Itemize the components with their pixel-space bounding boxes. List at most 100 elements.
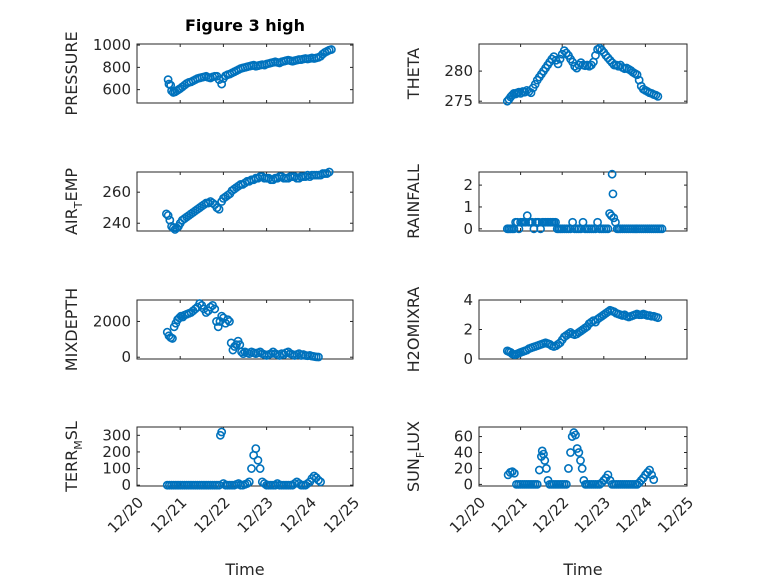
data-point <box>166 80 176 90</box>
data-point <box>314 352 323 362</box>
data-point <box>507 467 517 477</box>
data-point <box>223 315 233 325</box>
data-point <box>574 60 584 70</box>
y-tick-label: 100 <box>102 460 131 478</box>
figure-title: Figure 3 high <box>185 16 305 35</box>
data-point <box>571 430 580 440</box>
data-point <box>574 448 584 457</box>
x-axis-label: Time <box>562 560 602 579</box>
data-point <box>303 479 313 488</box>
y-axis-label: PRESSURE <box>62 31 81 115</box>
x-tick-label: 12/25 <box>654 494 697 537</box>
data-point <box>268 347 278 357</box>
data-point <box>653 313 663 323</box>
data-point <box>244 477 254 487</box>
data-point <box>213 322 223 332</box>
data-point <box>168 223 178 233</box>
y-tick-label: 1000 <box>93 36 131 54</box>
data-point <box>597 45 607 55</box>
data-point <box>632 70 642 80</box>
y-tick-label: 2 <box>463 321 473 339</box>
data-point <box>657 224 667 234</box>
data-point <box>217 427 227 437</box>
data-point <box>572 444 582 453</box>
y-tick-label: 275 <box>444 92 473 110</box>
data-point <box>636 476 646 485</box>
x-tick-label: 12/24 <box>612 494 655 537</box>
data-point <box>540 456 550 465</box>
y-axis-label: H2OMIXRA <box>404 287 423 373</box>
data-point <box>251 444 261 454</box>
data-point <box>190 304 200 314</box>
data-point <box>599 476 609 485</box>
x-tick-label: 12/22 <box>190 494 233 537</box>
data-point <box>201 308 211 317</box>
data-point <box>247 464 256 473</box>
data-point <box>206 302 215 312</box>
data-point <box>526 88 536 98</box>
y-axis-label: TERRMSL <box>62 421 85 493</box>
data-point <box>195 299 205 308</box>
data-point <box>649 475 659 485</box>
y-axis-label: AIRTEMP <box>62 168 85 235</box>
data-point <box>316 477 325 487</box>
y-tick-label: 4 <box>463 291 473 309</box>
y-tick-label: 40 <box>454 444 473 462</box>
data-point <box>225 317 234 326</box>
data-point <box>566 448 575 457</box>
data-point <box>561 480 571 489</box>
y-tick-label: 1 <box>463 198 473 216</box>
x-tick-label: 12/21 <box>147 494 190 537</box>
x-tick-label: 12/25 <box>320 494 363 537</box>
data-point <box>653 91 663 101</box>
y-tick-label: 300 <box>102 426 131 444</box>
y-axis-label: RAINFALL <box>404 164 423 239</box>
y-tick-label: 200 <box>102 443 131 461</box>
data-point <box>606 211 616 221</box>
y-tick-label: 0 <box>463 350 473 368</box>
data-point <box>163 211 173 220</box>
data-point <box>326 45 336 54</box>
data-point <box>238 349 248 359</box>
data-point <box>214 204 224 214</box>
data-point <box>283 347 293 357</box>
x-tick-label: 12/23 <box>571 494 614 537</box>
data-point <box>603 470 613 480</box>
panel-rainfall: 0 1 2 RAINFALL <box>404 164 688 239</box>
y-axis-label: THETA <box>404 48 423 100</box>
y-tick-label: 600 <box>102 81 131 99</box>
data-point <box>514 87 524 97</box>
y-tick-label: 800 <box>102 58 131 76</box>
y-tick-label: 280 <box>444 62 473 80</box>
data-point <box>237 347 246 357</box>
x-tick-label: 12/22 <box>529 494 572 537</box>
data-point <box>214 75 224 85</box>
y-tick-label: 240 <box>102 214 131 232</box>
data-point <box>547 54 557 64</box>
data-point <box>520 87 530 97</box>
data-point <box>603 224 613 234</box>
data-point <box>541 464 551 473</box>
y-tick-label: 0 <box>121 476 131 494</box>
data-point <box>255 347 265 357</box>
y-tick-label: 20 <box>454 459 473 477</box>
y-axis-label: MIXDEPTH <box>62 288 81 371</box>
data-point <box>242 479 252 488</box>
panel-pressure: 600 800 1000 PRESSURE <box>62 31 354 116</box>
data-point <box>576 456 585 465</box>
data-point <box>607 169 617 179</box>
data-point <box>210 304 220 314</box>
panel-h2omixra: 0 2 4 H2OMIXRA <box>404 287 688 373</box>
x-axis-label: Time <box>224 560 264 579</box>
data-point <box>608 189 618 199</box>
data-point <box>255 464 265 473</box>
data-point <box>645 465 654 475</box>
y-tick-label: 60 <box>454 428 473 446</box>
data-point <box>530 79 540 89</box>
x-tick-label: 12/20 <box>446 494 489 537</box>
data-point <box>324 167 334 177</box>
data-point <box>647 470 657 480</box>
x-tick-label: 12/20 <box>104 494 147 537</box>
x-tick-label: 12/21 <box>488 494 531 537</box>
